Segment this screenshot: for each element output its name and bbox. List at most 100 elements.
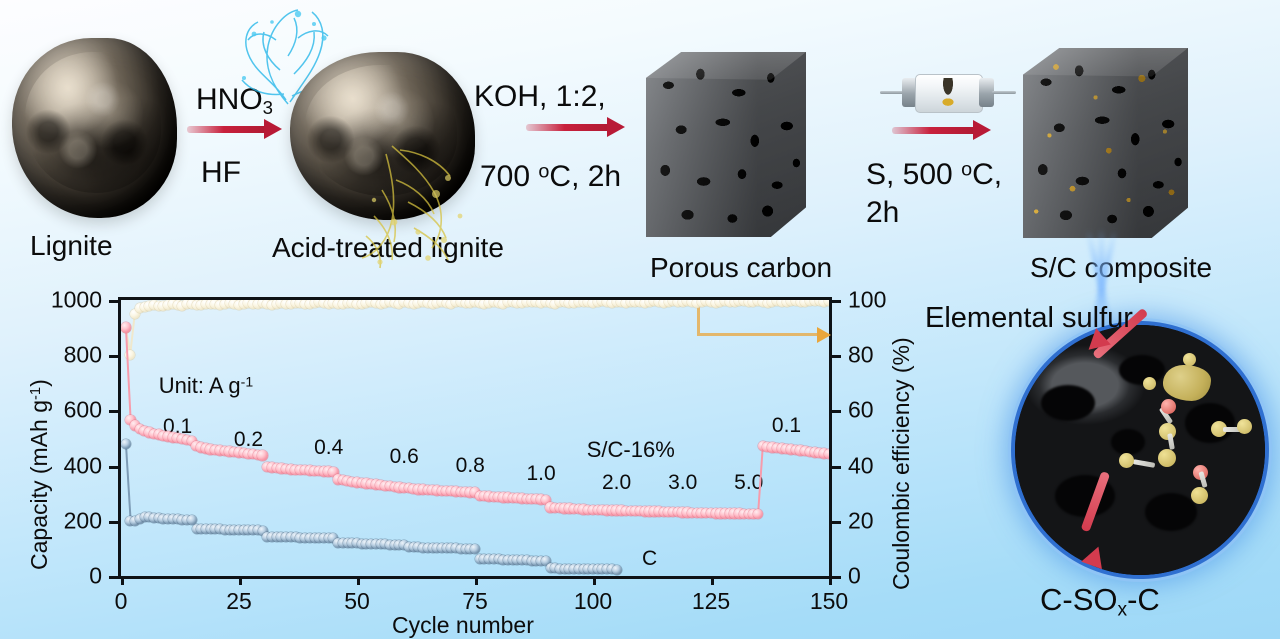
sulfur-atom <box>1191 487 1208 504</box>
magnified-pore-circle <box>1015 325 1265 575</box>
tube-rod-left <box>880 91 904 94</box>
tube-cap-left <box>902 78 917 107</box>
annotation-rate-0.4: 0.4 <box>314 436 344 460</box>
yellow-splash-decoration <box>361 145 463 269</box>
y-tick <box>109 520 119 524</box>
sc-composite-cube-image <box>1023 48 1188 238</box>
x-tick-label: 125 <box>691 588 731 614</box>
y2-tick <box>831 355 841 359</box>
data-point <box>125 350 136 361</box>
data-point <box>823 448 829 460</box>
axis-link-arrow-head <box>817 327 831 344</box>
y-tick <box>109 355 119 359</box>
sulfur-atom <box>1183 353 1196 366</box>
sulfur-atom <box>1237 419 1252 434</box>
chart-plot-area <box>121 300 829 576</box>
data-point <box>186 515 197 526</box>
y-tick-label: 1000 <box>50 286 102 313</box>
oxygen-atom <box>1161 399 1176 414</box>
c-sox-c-sub: x <box>1117 599 1128 621</box>
pore-void <box>1185 403 1235 443</box>
y2-tick-label: 60 <box>848 396 874 423</box>
y-tick-label: 600 <box>63 396 102 423</box>
annotation-rate-0.8: 0.8 <box>455 453 485 477</box>
data-point <box>753 508 764 520</box>
data-point <box>257 450 268 461</box>
annotation-rate-0.2: 0.2 <box>233 428 264 452</box>
data-point <box>130 308 141 319</box>
data-point <box>328 466 339 478</box>
y-tick-label: 0 <box>89 562 102 589</box>
pore-void <box>1041 385 1095 421</box>
inset-label-elemental-sulfur: Elemental sulfur <box>925 302 1133 334</box>
reaction-arrow-koh <box>526 117 625 137</box>
molecular-bond <box>1223 427 1243 432</box>
pore-void <box>1145 493 1197 531</box>
reaction-label-koh-line1: KOH, 1:2, <box>474 80 606 113</box>
x-tick <box>121 576 124 585</box>
acid-formula-sub: 3 <box>262 97 274 119</box>
axis-link-arrow-stem-horizontal <box>696 333 819 337</box>
data-point <box>611 564 622 575</box>
x-tick-label: 25 <box>226 588 252 614</box>
data-point <box>186 435 197 446</box>
tube-rod-right <box>992 91 1016 94</box>
data-point <box>824 300 829 307</box>
data-point <box>470 543 480 554</box>
rate-capability-chart: 0 25 50 75 100 125 150 0 200 400 600 800 1000 0 20 40 60… <box>0 280 914 639</box>
series-connector <box>124 444 132 522</box>
x-tick <box>711 576 714 585</box>
x-tick <box>593 576 596 585</box>
data-point <box>540 555 551 566</box>
elemental-sulfur-particle <box>1163 365 1211 401</box>
sulfur-atom <box>1211 421 1227 437</box>
sulfur-in-tube <box>938 78 958 106</box>
c-sox-c-post: -C <box>1127 582 1160 617</box>
pore-void <box>1119 355 1165 385</box>
y-tick <box>109 465 119 469</box>
x-tick <box>239 576 242 585</box>
y2-tick <box>831 410 841 414</box>
reaction-label-acid-line2: HF <box>201 156 241 189</box>
blue-splash-decoration <box>241 9 337 105</box>
sulfur-atom <box>1119 453 1134 468</box>
y-tick <box>109 410 119 414</box>
step-label-porous-carbon: Porous carbon <box>650 252 833 283</box>
x-tick <box>357 576 360 585</box>
x-tick <box>829 576 832 585</box>
reaction-label-sulfur-line2: 2h <box>866 196 900 229</box>
annotation-rate-0.1-b: 0.1 <box>771 413 802 437</box>
chart-axis-left <box>118 297 121 578</box>
c-sox-c-pre: C-SO <box>1040 582 1118 617</box>
porous-carbon-cube-image <box>646 52 806 237</box>
y2-tick-label: 20 <box>848 507 874 534</box>
x-tick-label: 0 <box>114 588 128 614</box>
x-tick <box>475 576 478 585</box>
chart-ylabel: Capacity (mAh g-1) <box>26 379 52 570</box>
chart-y2label: Coulombic efficiency (%) <box>888 337 914 590</box>
tube-cap-right <box>979 78 994 107</box>
x-tick-label: 150 <box>809 588 849 614</box>
y2-tick <box>831 520 841 524</box>
data-point <box>121 322 131 333</box>
sulfur-atom <box>1158 449 1176 467</box>
annotation-carbon-label: C <box>642 547 658 571</box>
x-tick-label: 75 <box>462 588 488 614</box>
data-point <box>328 533 339 544</box>
lignite-rock-image <box>12 38 177 218</box>
annotation-rate-0.6: 0.6 <box>389 444 419 468</box>
reaction-label-sulfur-line1: S, 500 oC, <box>866 158 1003 191</box>
chart-axis-top <box>118 297 832 300</box>
x-tick-label: 100 <box>573 588 613 614</box>
y-tick-label: 400 <box>63 452 102 479</box>
step-label-lignite: Lignite <box>30 230 113 261</box>
zoom-beam-center <box>1098 228 1105 328</box>
reaction-arrow-sulfur <box>892 120 991 140</box>
y2-tick-label: 100 <box>848 286 887 313</box>
y-tick-label: 800 <box>63 341 102 368</box>
inset-label-c-sox-c: C-SOx-C <box>1040 582 1160 621</box>
annotation-rate-3.0: 3.0 <box>668 471 698 495</box>
data-point <box>540 494 551 505</box>
reaction-label-koh-line2: 700 oC, 2h <box>480 160 622 193</box>
